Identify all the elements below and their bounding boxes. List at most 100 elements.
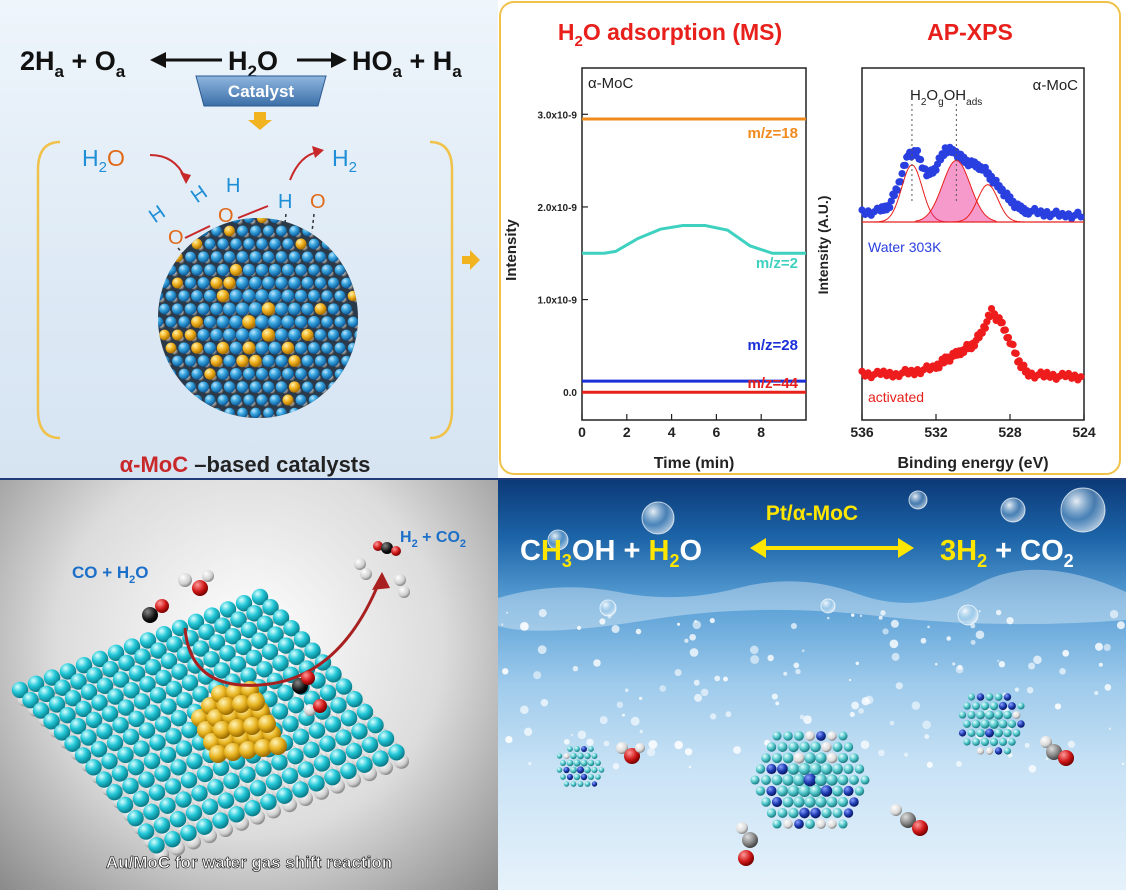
bubble xyxy=(957,604,979,626)
bubble xyxy=(878,615,883,620)
moc-atom xyxy=(556,753,563,759)
water-scene: Pt/α-MoC CH3OH + H2O 3H2 + CO2 xyxy=(498,487,1126,866)
mo-atom xyxy=(321,264,333,276)
mo-atom xyxy=(328,251,339,263)
bubble xyxy=(970,639,976,645)
moc-atom xyxy=(809,762,822,776)
mo-atom xyxy=(262,354,275,368)
bubble xyxy=(970,623,976,629)
mo-atom xyxy=(219,644,236,662)
mo-atom xyxy=(69,718,87,735)
gold-atom xyxy=(301,328,314,342)
gold-atom xyxy=(165,342,177,354)
pt-atom xyxy=(563,766,570,774)
mo-atom xyxy=(203,315,217,329)
mo-atom xyxy=(91,694,108,711)
pt-atom xyxy=(1003,693,1012,701)
moc-atom xyxy=(580,759,588,767)
mo-atom xyxy=(308,238,320,250)
carbon-atom xyxy=(217,414,224,418)
mo-atom xyxy=(203,341,217,355)
gold-atom xyxy=(256,218,268,224)
mo-atom xyxy=(223,381,236,393)
moc-atom xyxy=(563,781,570,787)
mo-atom xyxy=(122,728,140,745)
mo-atom xyxy=(75,700,92,718)
moc-atom xyxy=(821,807,832,819)
mo-atom xyxy=(229,656,247,673)
bubble xyxy=(849,711,855,718)
catalyst-scheme: 2Ha + Oa H2O HOa + Ha Catalyst xyxy=(20,46,480,477)
xps-point xyxy=(1031,204,1039,213)
mo-atom xyxy=(133,740,150,757)
mo-atom xyxy=(327,277,340,289)
xps-xtick-label: 532 xyxy=(924,424,948,440)
pt-atom xyxy=(766,763,777,775)
mo-atom xyxy=(212,812,229,829)
mo-atom xyxy=(248,302,263,316)
gold-atom xyxy=(295,238,307,250)
mo-atom xyxy=(122,777,139,795)
bubble xyxy=(689,648,699,657)
gold-atom xyxy=(239,741,257,759)
gold-atom xyxy=(236,354,249,368)
equation-left: 2Ha + Oa xyxy=(20,46,126,81)
bubble xyxy=(659,685,667,692)
bubble xyxy=(934,662,938,666)
ms-xtick-label: 8 xyxy=(757,424,765,440)
gold-atom xyxy=(288,354,301,368)
ms-xtick-label: 6 xyxy=(713,424,721,440)
moc-atom xyxy=(998,719,1008,729)
bubble xyxy=(694,693,703,702)
bubble xyxy=(952,662,956,666)
mo-atom xyxy=(304,642,321,659)
xps-point xyxy=(893,186,902,194)
carbon-atom xyxy=(295,414,302,418)
xps-panel-label: α-MoC xyxy=(1033,77,1079,94)
mo-atom xyxy=(274,302,289,316)
moc-atom xyxy=(783,819,793,829)
mo-atom xyxy=(107,644,125,661)
moc-atom xyxy=(777,785,788,797)
moc-atom xyxy=(838,819,848,829)
mo-atom xyxy=(230,368,242,380)
mo-atom xyxy=(159,277,170,289)
bubble xyxy=(709,617,715,624)
mo-atom xyxy=(178,264,190,276)
gold-atom xyxy=(210,355,223,367)
ms-panel-label: α-MoC xyxy=(588,75,634,92)
water-molecule xyxy=(178,570,214,596)
mo-atom xyxy=(48,696,66,713)
moc-atom xyxy=(993,710,1004,720)
reactants-label: CO + H2O xyxy=(72,563,149,586)
gold-atom xyxy=(172,277,183,289)
mo-atom xyxy=(294,289,308,303)
mo-atom xyxy=(282,715,299,733)
gold-atom xyxy=(224,225,235,237)
moc-nanoparticle xyxy=(158,218,358,418)
moc-atom xyxy=(588,746,594,752)
figure-frame xyxy=(499,1,1121,475)
mo-atom xyxy=(204,264,216,276)
mo-atom xyxy=(315,251,326,263)
mo-atom xyxy=(240,667,257,684)
mo-atom xyxy=(292,781,309,798)
bubble xyxy=(648,740,658,749)
moc-atom xyxy=(976,710,985,720)
mo-atom xyxy=(256,394,268,406)
mo-atom xyxy=(303,741,320,759)
mo-atom xyxy=(101,752,118,770)
bubble xyxy=(505,611,509,614)
xps-point xyxy=(987,305,996,313)
mo-atom xyxy=(277,637,295,654)
xps-xtick-label: 528 xyxy=(998,424,1022,440)
bubble xyxy=(688,765,692,769)
mo-atom xyxy=(235,328,250,342)
bubble xyxy=(694,620,697,623)
xps-point xyxy=(886,204,894,212)
moc-atom xyxy=(755,786,766,796)
mo-atom xyxy=(159,746,177,763)
pt-atom xyxy=(591,781,598,787)
bubble xyxy=(1094,690,1099,696)
bubble xyxy=(1121,762,1125,766)
